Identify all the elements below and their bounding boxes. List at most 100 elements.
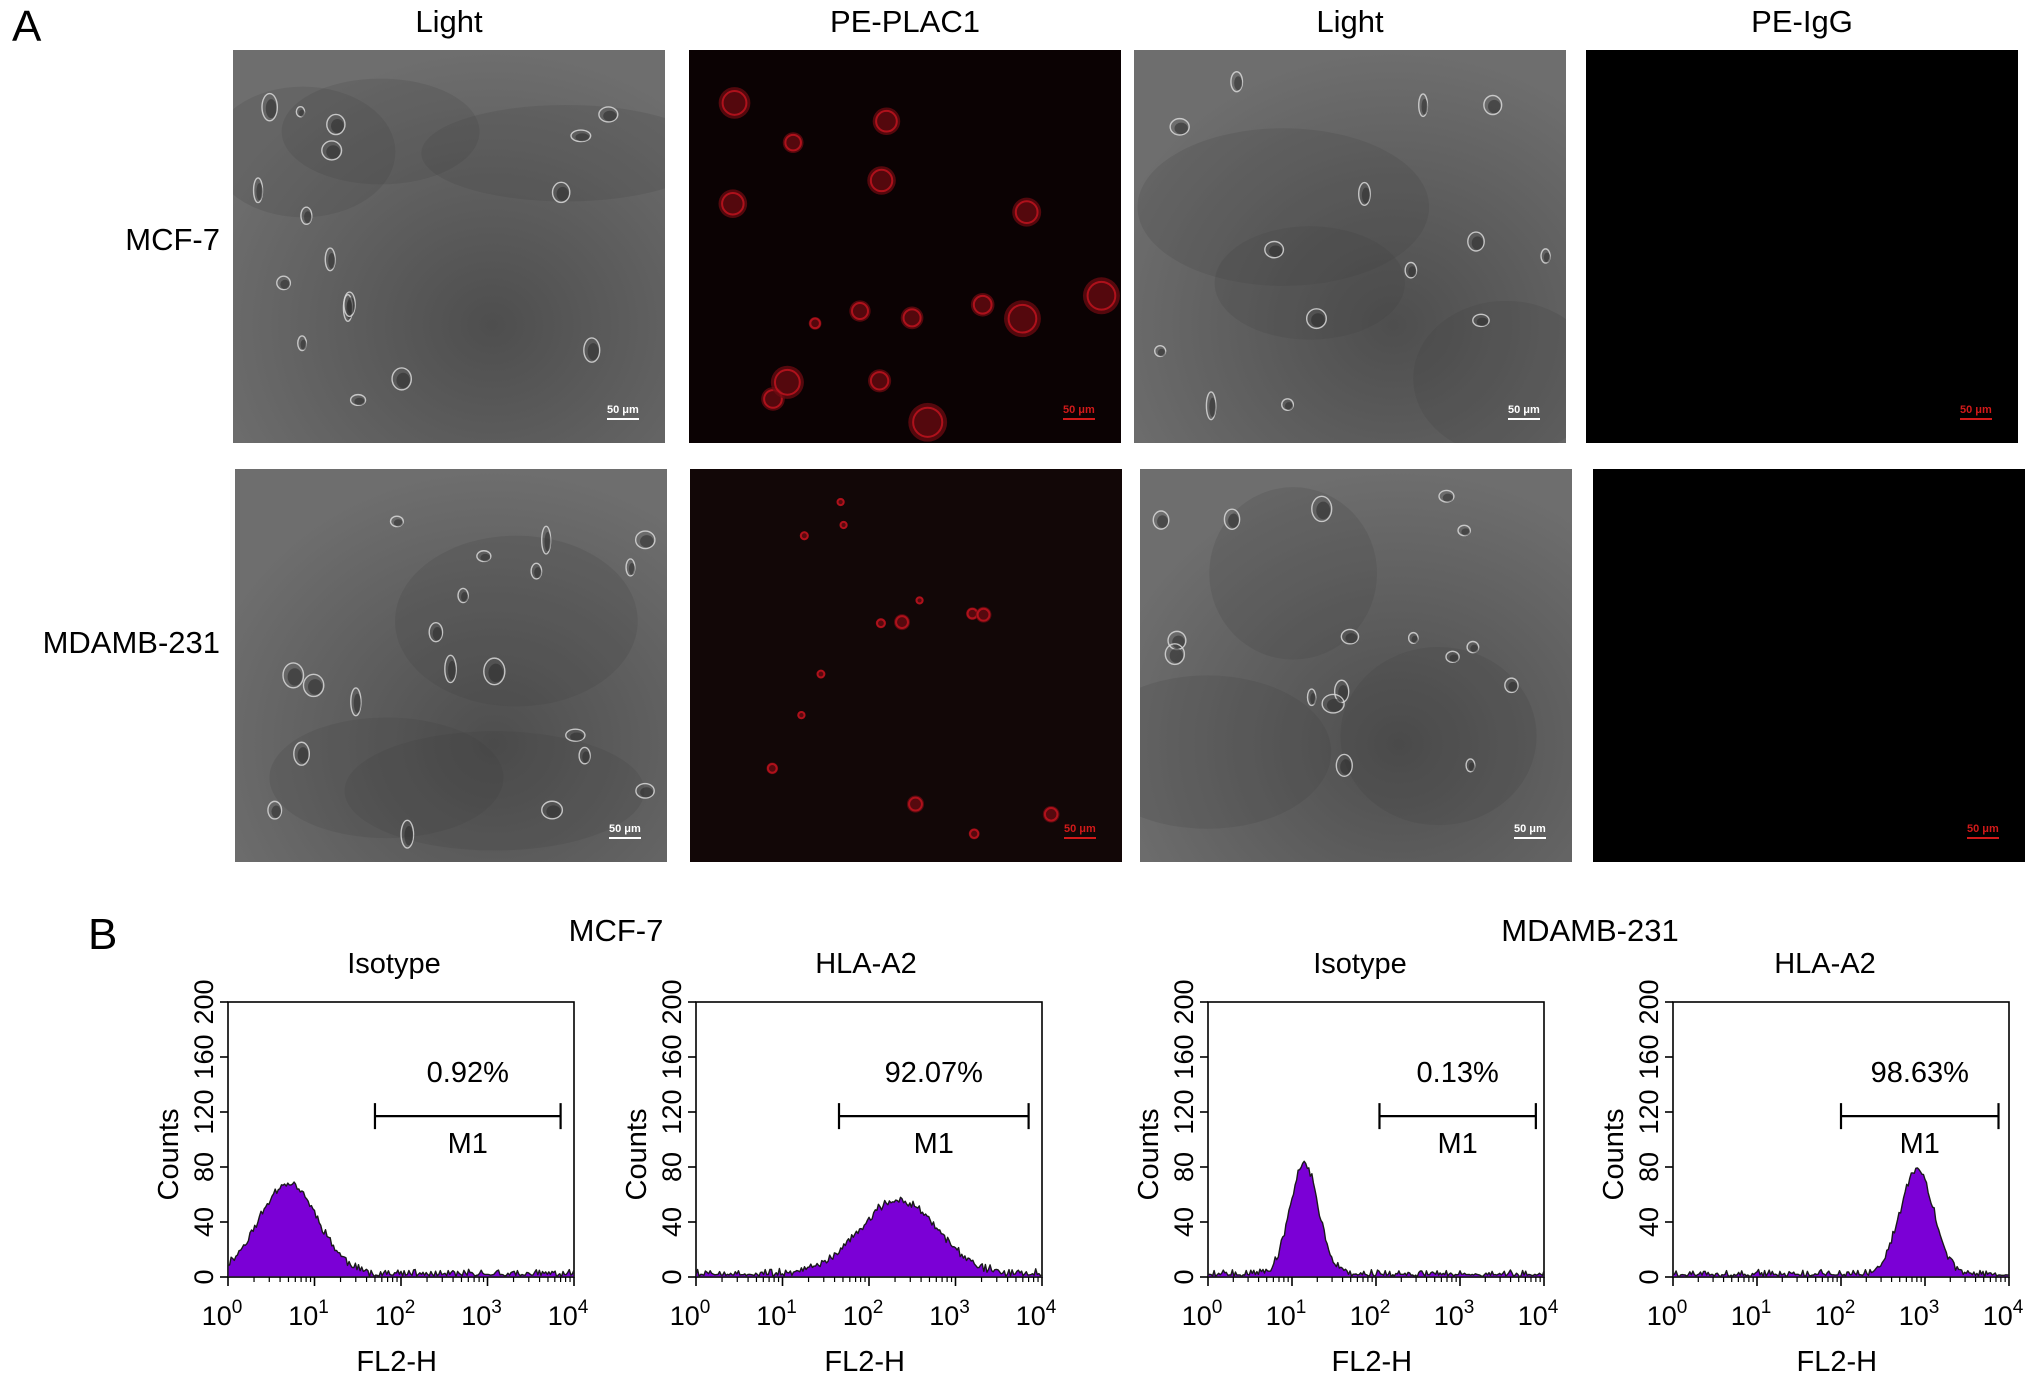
row-label-mcf7: MCF-7: [125, 222, 220, 257]
scale-bar-label: 50 μm: [1967, 823, 1999, 835]
histogram-svg: 0 40 80 120 160 200 Counts 100 101 102 103 104 FL2-H…: [621, 979, 1057, 1378]
y-tick-label: 160: [657, 1034, 687, 1079]
gate-percent-label: 98.63%: [1871, 1057, 1969, 1089]
y-tick-label: 40: [657, 1207, 687, 1237]
x-tick-label: 103: [929, 1297, 970, 1331]
x-tick-label: 104: [1016, 1297, 1057, 1331]
y-tick-label: 120: [189, 1089, 219, 1134]
micrograph-mcf7-light-2: 50 μm: [1134, 50, 1566, 443]
y-tick-label: 200: [189, 979, 219, 1024]
column-header-light-2: Light: [1316, 4, 1384, 39]
y-axis-label: Counts: [153, 1109, 185, 1201]
x-tick-label: 100: [1647, 1297, 1688, 1331]
y-tick-label: 120: [1634, 1089, 1664, 1134]
micrograph-mdamb231-light: 50 μm: [235, 469, 667, 862]
y-tick-label: 160: [1634, 1034, 1664, 1079]
histogram-mcf7-hla-a2: 0 40 80 120 160 200 Counts 100 101 102 103 104 FL2-H…: [588, 975, 1058, 1385]
scale-bar-label: 50 μm: [609, 823, 641, 835]
histogram-svg: 0 40 80 120 160 200 Counts 100 101 102 103 104 FL2-H…: [1598, 979, 2024, 1378]
group-title-mdamb231: MDAMB-231: [1501, 913, 1679, 948]
histogram-title-mdamb231-hla-a2: HLA-A2: [1774, 948, 1876, 980]
x-tick-label: 100: [1182, 1297, 1223, 1331]
histogram-title-mdamb231-isotype: Isotype: [1313, 948, 1407, 980]
gate-percent-label: 92.07%: [885, 1057, 983, 1089]
row-label-mdamb231: MDAMB-231: [42, 625, 220, 660]
x-axis-label: FL2-H: [1797, 1346, 1878, 1378]
y-tick-label: 120: [657, 1089, 687, 1134]
x-tick-label: 101: [1266, 1297, 1307, 1331]
gate-name-label: M1: [1438, 1128, 1478, 1160]
column-header-light-1: Light: [415, 4, 483, 39]
y-axis-label: Counts: [1133, 1109, 1165, 1201]
y-tick-label: 160: [189, 1034, 219, 1079]
histogram-svg: 0 40 80 120 160 200 Counts 100 101 102 103 104 FL2-H…: [153, 979, 589, 1378]
plot-frame: [1207, 1001, 1545, 1278]
y-axis-label: Counts: [621, 1109, 653, 1201]
histogram-mcf7-isotype: 0 40 80 120 160 200 Counts 100 101 102 103 104 FL2-H…: [120, 975, 590, 1385]
y-tick-label: 160: [1169, 1034, 1199, 1079]
y-tick-label: 80: [657, 1152, 687, 1182]
plot-frame: [1672, 1001, 2010, 1278]
x-tick-label: 104: [548, 1297, 589, 1331]
micrograph-mcf7-pe-igg: 50 μm: [1586, 50, 2018, 443]
y-tick-label: 80: [189, 1152, 219, 1182]
y-tick-label: 0: [1634, 1269, 1664, 1284]
group-title-mcf7: MCF-7: [568, 913, 664, 948]
x-tick-label: 100: [202, 1297, 243, 1331]
scale-bar-label: 50 μm: [1063, 404, 1095, 416]
histogram-area: [1672, 1167, 2010, 1278]
histogram-mdamb231-isotype: 0 40 80 120 160 200 Counts 100 101 102 103 104 FL2-H…: [1100, 975, 1560, 1385]
micrograph-mcf7-light: 50 μm: [233, 50, 665, 443]
gate-percent-label: 0.92%: [427, 1057, 509, 1089]
x-tick-label: 103: [1434, 1297, 1475, 1331]
y-tick-label: 200: [657, 979, 687, 1024]
scale-bar-label: 50 μm: [1508, 404, 1540, 416]
x-tick-label: 103: [461, 1297, 502, 1331]
y-tick-label: 80: [1169, 1152, 1199, 1182]
x-axis-label: FL2-H: [1332, 1346, 1413, 1378]
gate-name-label: M1: [448, 1128, 488, 1160]
x-tick-label: 101: [1731, 1297, 1772, 1331]
y-tick-label: 0: [189, 1269, 219, 1284]
x-tick-label: 104: [1983, 1297, 2024, 1331]
y-tick-label: 40: [189, 1207, 219, 1237]
scale-bar-label: 50 μm: [1064, 823, 1096, 835]
y-tick-label: 40: [1634, 1207, 1664, 1237]
micrograph-mdamb231-light-2: 50 μm: [1140, 469, 1572, 862]
panel-a-letter: A: [12, 2, 42, 51]
histogram-area: [227, 1181, 575, 1278]
micrograph-mdamb231-pe-igg: 50 μm: [1593, 469, 2025, 862]
y-tick-label: 200: [1634, 979, 1664, 1024]
scale-bar-label: 50 μm: [1514, 823, 1546, 835]
x-tick-label: 100: [670, 1297, 711, 1331]
x-axis-label: FL2-H: [356, 1346, 437, 1378]
x-tick-label: 101: [288, 1297, 329, 1331]
panel-b-letter: B: [88, 910, 118, 959]
x-tick-label: 102: [375, 1297, 416, 1331]
histogram-svg: 0 40 80 120 160 200 Counts 100 101 102 103 104 FL2-H…: [1133, 979, 1559, 1378]
y-tick-label: 0: [657, 1269, 687, 1284]
column-header-pe-plac1: PE-PLAC1: [830, 4, 980, 39]
gate-name-label: M1: [914, 1128, 954, 1160]
y-tick-label: 0: [1169, 1269, 1199, 1284]
x-tick-label: 103: [1899, 1297, 1940, 1331]
y-tick-label: 120: [1169, 1089, 1199, 1134]
gate-name-label: M1: [1900, 1128, 1940, 1160]
scale-bar-label: 50 μm: [1960, 404, 1992, 416]
histogram-area: [1207, 1160, 1545, 1278]
micrograph-mcf7-pe-plac1: 50 μm: [689, 50, 1121, 443]
x-tick-label: 102: [843, 1297, 884, 1331]
x-tick-label: 102: [1815, 1297, 1856, 1331]
histogram-title-mcf7-isotype: Isotype: [347, 948, 441, 980]
y-tick-label: 40: [1169, 1207, 1199, 1237]
x-tick-label: 101: [756, 1297, 797, 1331]
y-tick-label: 200: [1169, 979, 1199, 1024]
x-tick-label: 104: [1518, 1297, 1559, 1331]
histogram-mdamb231-hla-a2: 0 40 80 120 160 200 Counts 100 101 102 103 104 FL2-H…: [1565, 975, 2025, 1385]
histogram-title-mcf7-hla-a2: HLA-A2: [815, 948, 917, 980]
scale-bar-label: 50 μm: [607, 404, 639, 416]
gate-percent-label: 0.13%: [1417, 1057, 1499, 1089]
column-header-pe-igg: PE-IgG: [1751, 4, 1853, 39]
y-axis-label: Counts: [1598, 1109, 1630, 1201]
y-tick-label: 80: [1634, 1152, 1664, 1182]
